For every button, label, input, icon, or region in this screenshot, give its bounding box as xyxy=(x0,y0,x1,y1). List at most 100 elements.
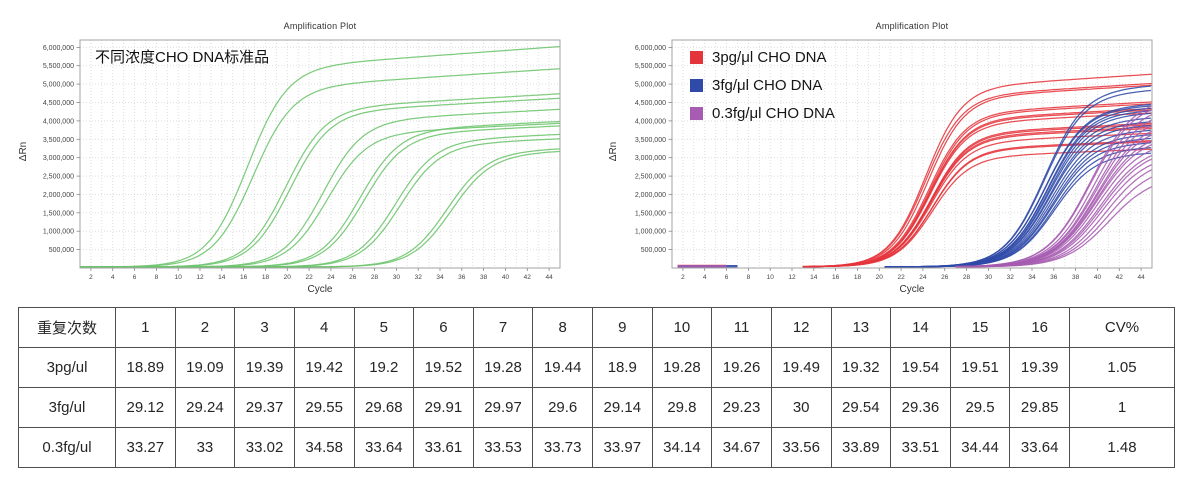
table-ct-cell: 18.89 xyxy=(115,347,176,388)
x-tick-label: 4 xyxy=(703,274,707,281)
amplification-plot-panel-right: 2 4 6 8 10 12 14 16 18 20 22 24 26 28 30 32 34 36 38 40 42 44… xyxy=(600,4,1190,300)
table-row-label: 0.3fg/ul xyxy=(18,427,116,468)
amplification-curve xyxy=(80,45,561,268)
table-ct-cell: 19.09 xyxy=(174,347,236,388)
y-tick-label: 5,500,000 xyxy=(635,63,666,70)
table-header-cell: 4 xyxy=(293,307,355,348)
x-tick-label: 38 xyxy=(1072,274,1080,281)
x-tick-label: 18 xyxy=(854,274,862,281)
amplification-curve xyxy=(80,108,561,268)
y-axis-title: ΔRn xyxy=(608,141,620,162)
x-tick-label: 36 xyxy=(1050,274,1058,281)
y-tick-label: 2,500,000 xyxy=(43,174,74,181)
table-ct-cell: 33.27 xyxy=(115,427,176,468)
legend-item-0.3fg: 0.3fg/μl CHO DNA xyxy=(690,105,835,122)
table-row: 3pg/ul 18.89 19.09 19.39 19.42 19.2 19.52 19.28… xyxy=(18,347,1175,388)
table-ct-cell: 34.14 xyxy=(651,427,713,468)
x-tick-label: 30 xyxy=(393,274,401,281)
table-ct-cell: 29.54 xyxy=(830,387,892,428)
table-header-cell: 1 xyxy=(115,307,176,348)
table-ct-cell: 34.67 xyxy=(711,427,772,468)
table-header-cell: 15 xyxy=(949,307,1011,348)
table-ct-cell: 19.42 xyxy=(293,347,355,388)
table-ct-cell: 29.5 xyxy=(949,387,1011,428)
table-header-row: 重复次数 1 2 3 4 5 6 7 8 9 10 11 12 13 14 15 16 CV% xyxy=(18,307,1175,348)
x-tick-label: 26 xyxy=(349,274,357,281)
x-tick-label: 40 xyxy=(1094,274,1102,281)
x-tick-label: 36 xyxy=(458,274,466,281)
y-tick-label: 2,000,000 xyxy=(635,192,666,199)
table-ct-cell: 29.8 xyxy=(651,387,713,428)
x-tick-label: 8 xyxy=(155,274,159,281)
table-header-cell: 11 xyxy=(711,307,772,348)
y-tick-label: 5,000,000 xyxy=(635,82,666,89)
table-ct-cell: 29.6 xyxy=(532,387,593,428)
table-header-cell: 7 xyxy=(472,307,534,348)
x-tick-label: 30 xyxy=(985,274,993,281)
table-ct-cell: 33.89 xyxy=(830,427,892,468)
table-ct-cell: 33.97 xyxy=(592,427,653,468)
plot-title: Amplification Plot xyxy=(875,21,949,31)
y-tick-label: 3,500,000 xyxy=(635,137,666,144)
table-header-cell: CV% xyxy=(1069,307,1175,348)
table-ct-cell: 34.44 xyxy=(949,427,1011,468)
x-tick-label: 6 xyxy=(133,274,137,281)
x-tick-label: 12 xyxy=(196,274,204,281)
table-header-cell: 重复次数 xyxy=(18,307,116,348)
table-row-label: 3fg/ul xyxy=(18,387,116,428)
x-tick-label: 38 xyxy=(480,274,488,281)
x-tick-label: 24 xyxy=(919,274,927,281)
y-tick-label: 5,500,000 xyxy=(43,63,74,70)
legend-item-3pg: 3pg/μl CHO DNA xyxy=(690,49,835,66)
table-ct-cell: 19.26 xyxy=(711,347,772,388)
table-header-cell: 8 xyxy=(532,307,593,348)
y-tick-label: 5,000,000 xyxy=(43,82,74,89)
table-ct-cell: 29.37 xyxy=(234,387,295,428)
amplification-plot-canvas-left: 2 4 6 8 10 12 14 16 18 20 22 24 26 28 30 32 34 36 38 40 42 44… xyxy=(43,39,561,281)
y-tick-label: 3,000,000 xyxy=(43,155,74,162)
x-tick-label: 24 xyxy=(327,274,335,281)
table-header-cell: 12 xyxy=(770,307,832,348)
table-ct-cell: 19.28 xyxy=(472,347,534,388)
x-tick-label: 14 xyxy=(810,274,818,281)
table-header-cell: 14 xyxy=(890,307,951,348)
table-ct-cell: 19.54 xyxy=(890,347,951,388)
table-ct-cell: 29.24 xyxy=(174,387,236,428)
x-tick-label: 34 xyxy=(1028,274,1036,281)
table-ct-cell: 33.73 xyxy=(532,427,593,468)
x-tick-label: 26 xyxy=(941,274,949,281)
plot-legend: 3pg/μl CHO DNA 3fg/μl CHO DNA 0.3fg/μl C… xyxy=(690,49,835,135)
x-axis-title: Cycle xyxy=(899,284,925,295)
x-tick-label: 42 xyxy=(524,274,532,281)
table-ct-cell: 29.97 xyxy=(472,387,534,428)
y-tick-label: 4,500,000 xyxy=(43,100,74,107)
x-tick-label: 22 xyxy=(305,274,313,281)
plot-border xyxy=(671,39,1153,269)
x-tick-label: 20 xyxy=(284,274,292,281)
table-ct-cell: 19.44 xyxy=(532,347,593,388)
x-tick-label: 8 xyxy=(747,274,751,281)
y-tick-label: 4,000,000 xyxy=(635,118,666,125)
x-tick-label: 2 xyxy=(89,274,93,281)
amplification-curve xyxy=(884,152,1151,268)
x-tick-label: 4 xyxy=(111,274,115,281)
legend-swatch-red xyxy=(690,51,703,64)
table-ct-cell: 19.28 xyxy=(651,347,713,388)
legend-label: 0.3fg/μl CHO DNA xyxy=(712,105,835,122)
table-ct-cell: 29.14 xyxy=(592,387,653,428)
table-row-label: 3pg/ul xyxy=(18,347,116,388)
y-tick-label: 500,000 xyxy=(641,247,666,254)
table-cv-cell: 1 xyxy=(1069,387,1175,428)
table-header-cell: 5 xyxy=(353,307,415,348)
plot-title: Amplification Plot xyxy=(283,21,357,31)
x-tick-label: 28 xyxy=(371,274,379,281)
table-header-cell: 6 xyxy=(413,307,474,348)
x-tick-label: 10 xyxy=(175,274,183,281)
x-tick-label: 20 xyxy=(876,274,884,281)
table-header-cell: 13 xyxy=(830,307,892,348)
legend-label: 3fg/μl CHO DNA xyxy=(712,77,823,94)
y-tick-label: 1,500,000 xyxy=(635,210,666,217)
table-cv-cell: 1.05 xyxy=(1069,347,1175,388)
y-tick-label: 3,000,000 xyxy=(635,155,666,162)
